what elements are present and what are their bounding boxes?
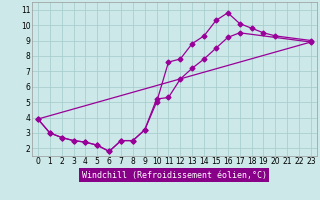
X-axis label: Windchill (Refroidissement éolien,°C): Windchill (Refroidissement éolien,°C) <box>82 171 267 180</box>
